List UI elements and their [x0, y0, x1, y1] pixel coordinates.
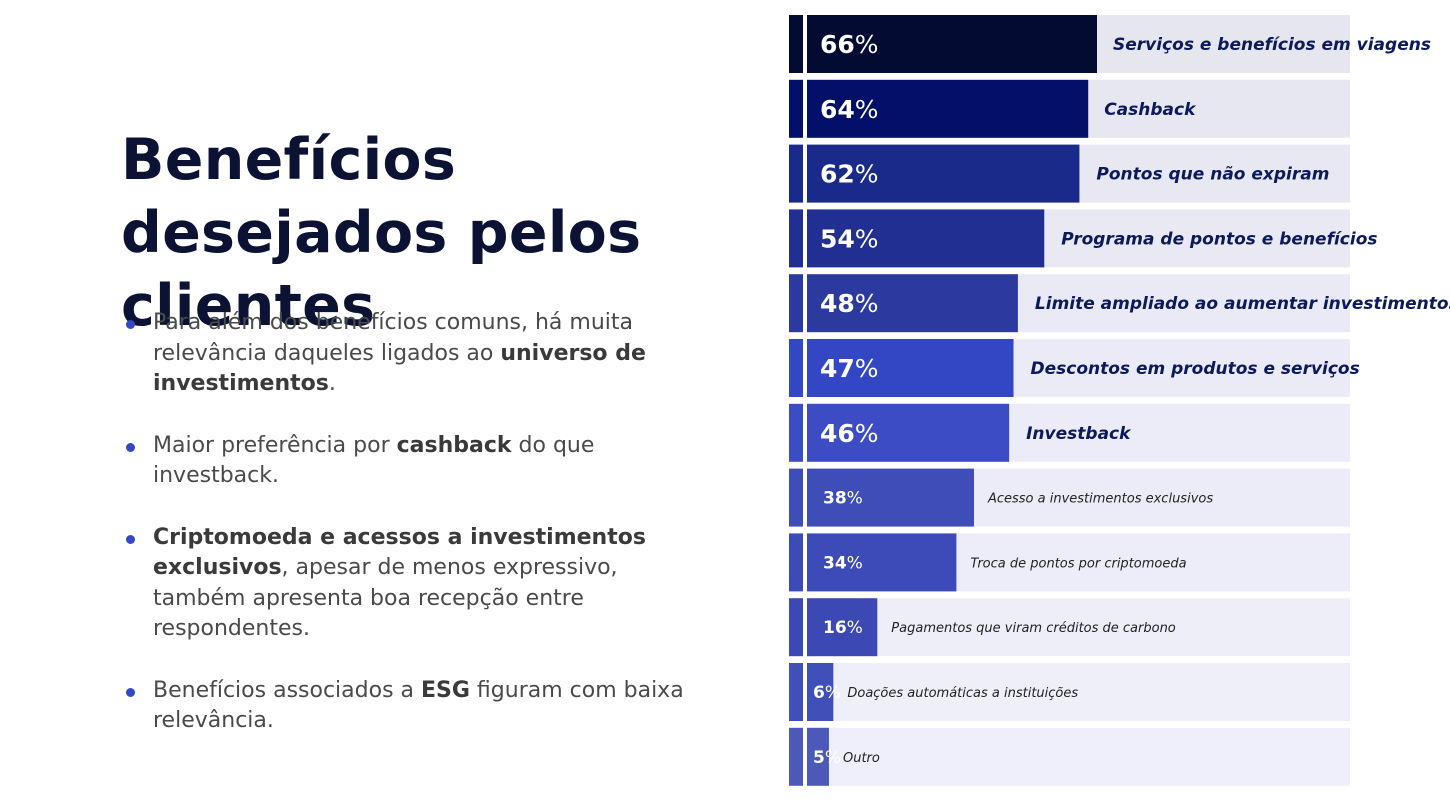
bar	[807, 598, 878, 657]
insights-list: Para além dos benefícios comuns, há muit…	[126, 308, 696, 768]
bar-value-label: 54%	[820, 224, 879, 253]
insight-item: Para além dos benefícios comuns, há muit…	[126, 308, 696, 400]
bar-accent-strip	[789, 468, 803, 527]
bar-value-label: 46%	[820, 419, 879, 448]
bar-value-label: 16%	[823, 618, 863, 638]
bar-accent-strip	[789, 598, 803, 657]
bar-value-label: 34%	[823, 553, 863, 573]
bar	[807, 533, 957, 592]
bar	[807, 209, 1045, 268]
insight-item: Criptomoeda e acessos a investimentos ex…	[126, 523, 696, 645]
bar-track	[807, 598, 1350, 657]
bar-category-label: Descontos em produtos e serviços	[1031, 359, 1360, 379]
bar-accent-strip	[789, 15, 803, 73]
bar-accent-strip	[789, 663, 803, 721]
insight-text: .	[328, 371, 336, 396]
bar	[807, 468, 974, 527]
insight-emphasis: cashback	[396, 432, 512, 458]
bar-value-label: 6%	[813, 683, 841, 703]
insight-text: Benefícios associados a	[153, 677, 421, 703]
bullet-dot-icon	[126, 687, 135, 697]
bar-accent-strip	[789, 274, 803, 333]
insight-emphasis: universo de investimentos	[153, 340, 646, 397]
insight-text: , apesar de menos expressivo, também apr…	[153, 555, 618, 641]
bar-category-label: Investback	[1026, 424, 1132, 444]
insight-item: Maior preferência por cashback do que in…	[126, 431, 696, 492]
bar-category-label: Doações automáticas a instituições	[847, 686, 1078, 701]
bar	[807, 274, 1018, 333]
bar-value-label: 66%	[820, 30, 879, 59]
bar-category-label: Cashback	[1104, 100, 1197, 120]
bar-category-label: Limite ampliado ao aumentar investimento…	[1035, 294, 1450, 314]
bar-track	[807, 663, 1350, 721]
insight-text: Maior preferência por	[153, 432, 397, 458]
bar-value-label: 64%	[820, 95, 879, 124]
bar-category-label: Programa de pontos e benefícios	[1061, 229, 1377, 249]
bar	[807, 727, 829, 786]
bar-track	[807, 727, 1350, 786]
bar-accent-strip	[789, 727, 803, 786]
bullet-dot-icon	[126, 442, 135, 452]
bar	[807, 403, 1010, 462]
bar-value-label: 48%	[820, 289, 879, 318]
bar	[807, 15, 1097, 73]
bar-category-label: Acesso a investimentos exclusivos	[987, 492, 1213, 507]
insight-text: figuram com baixa relevância.	[153, 677, 684, 734]
insight-item: Benefícios associados a ESG figuram com …	[126, 676, 696, 737]
insight-emphasis: Criptomoeda e acessos a investimentos ex…	[153, 524, 646, 581]
bar-value-label: 5%	[813, 748, 841, 768]
bar-category-label: Serviços e benefícios em viagens	[1113, 35, 1431, 55]
bar-accent-strip	[789, 209, 803, 268]
bar-accent-strip	[789, 403, 803, 462]
bar-value-label: 38%	[823, 489, 863, 509]
page-title: Benefícios desejados pelos clientes	[121, 127, 642, 339]
bar-value-label: 47%	[820, 354, 879, 383]
bar-value-label: 62%	[820, 160, 879, 189]
bar-accent-strip	[789, 533, 803, 592]
bar	[807, 79, 1089, 138]
bar	[807, 144, 1080, 203]
bar-category-label: Pontos que não expiram	[1096, 165, 1329, 185]
bar	[807, 339, 1014, 397]
bar-accent-strip	[789, 144, 803, 203]
insight-text: do que investback.	[153, 432, 595, 489]
bullet-dot-icon	[126, 320, 135, 329]
bar-category-label: Pagamentos que viram créditos de carbono	[891, 621, 1176, 636]
bar-category-label: Troca de pontos por criptomoeda	[970, 556, 1186, 571]
bullet-dot-icon	[126, 534, 135, 544]
bar-category-label: Outro	[843, 751, 880, 766]
bar	[807, 663, 834, 721]
insight-text: Para além dos benefícios comuns, há muit…	[153, 310, 634, 366]
bar-accent-strip	[789, 339, 803, 397]
insight-emphasis: ESG	[421, 677, 470, 703]
bar-accent-strip	[789, 79, 803, 138]
